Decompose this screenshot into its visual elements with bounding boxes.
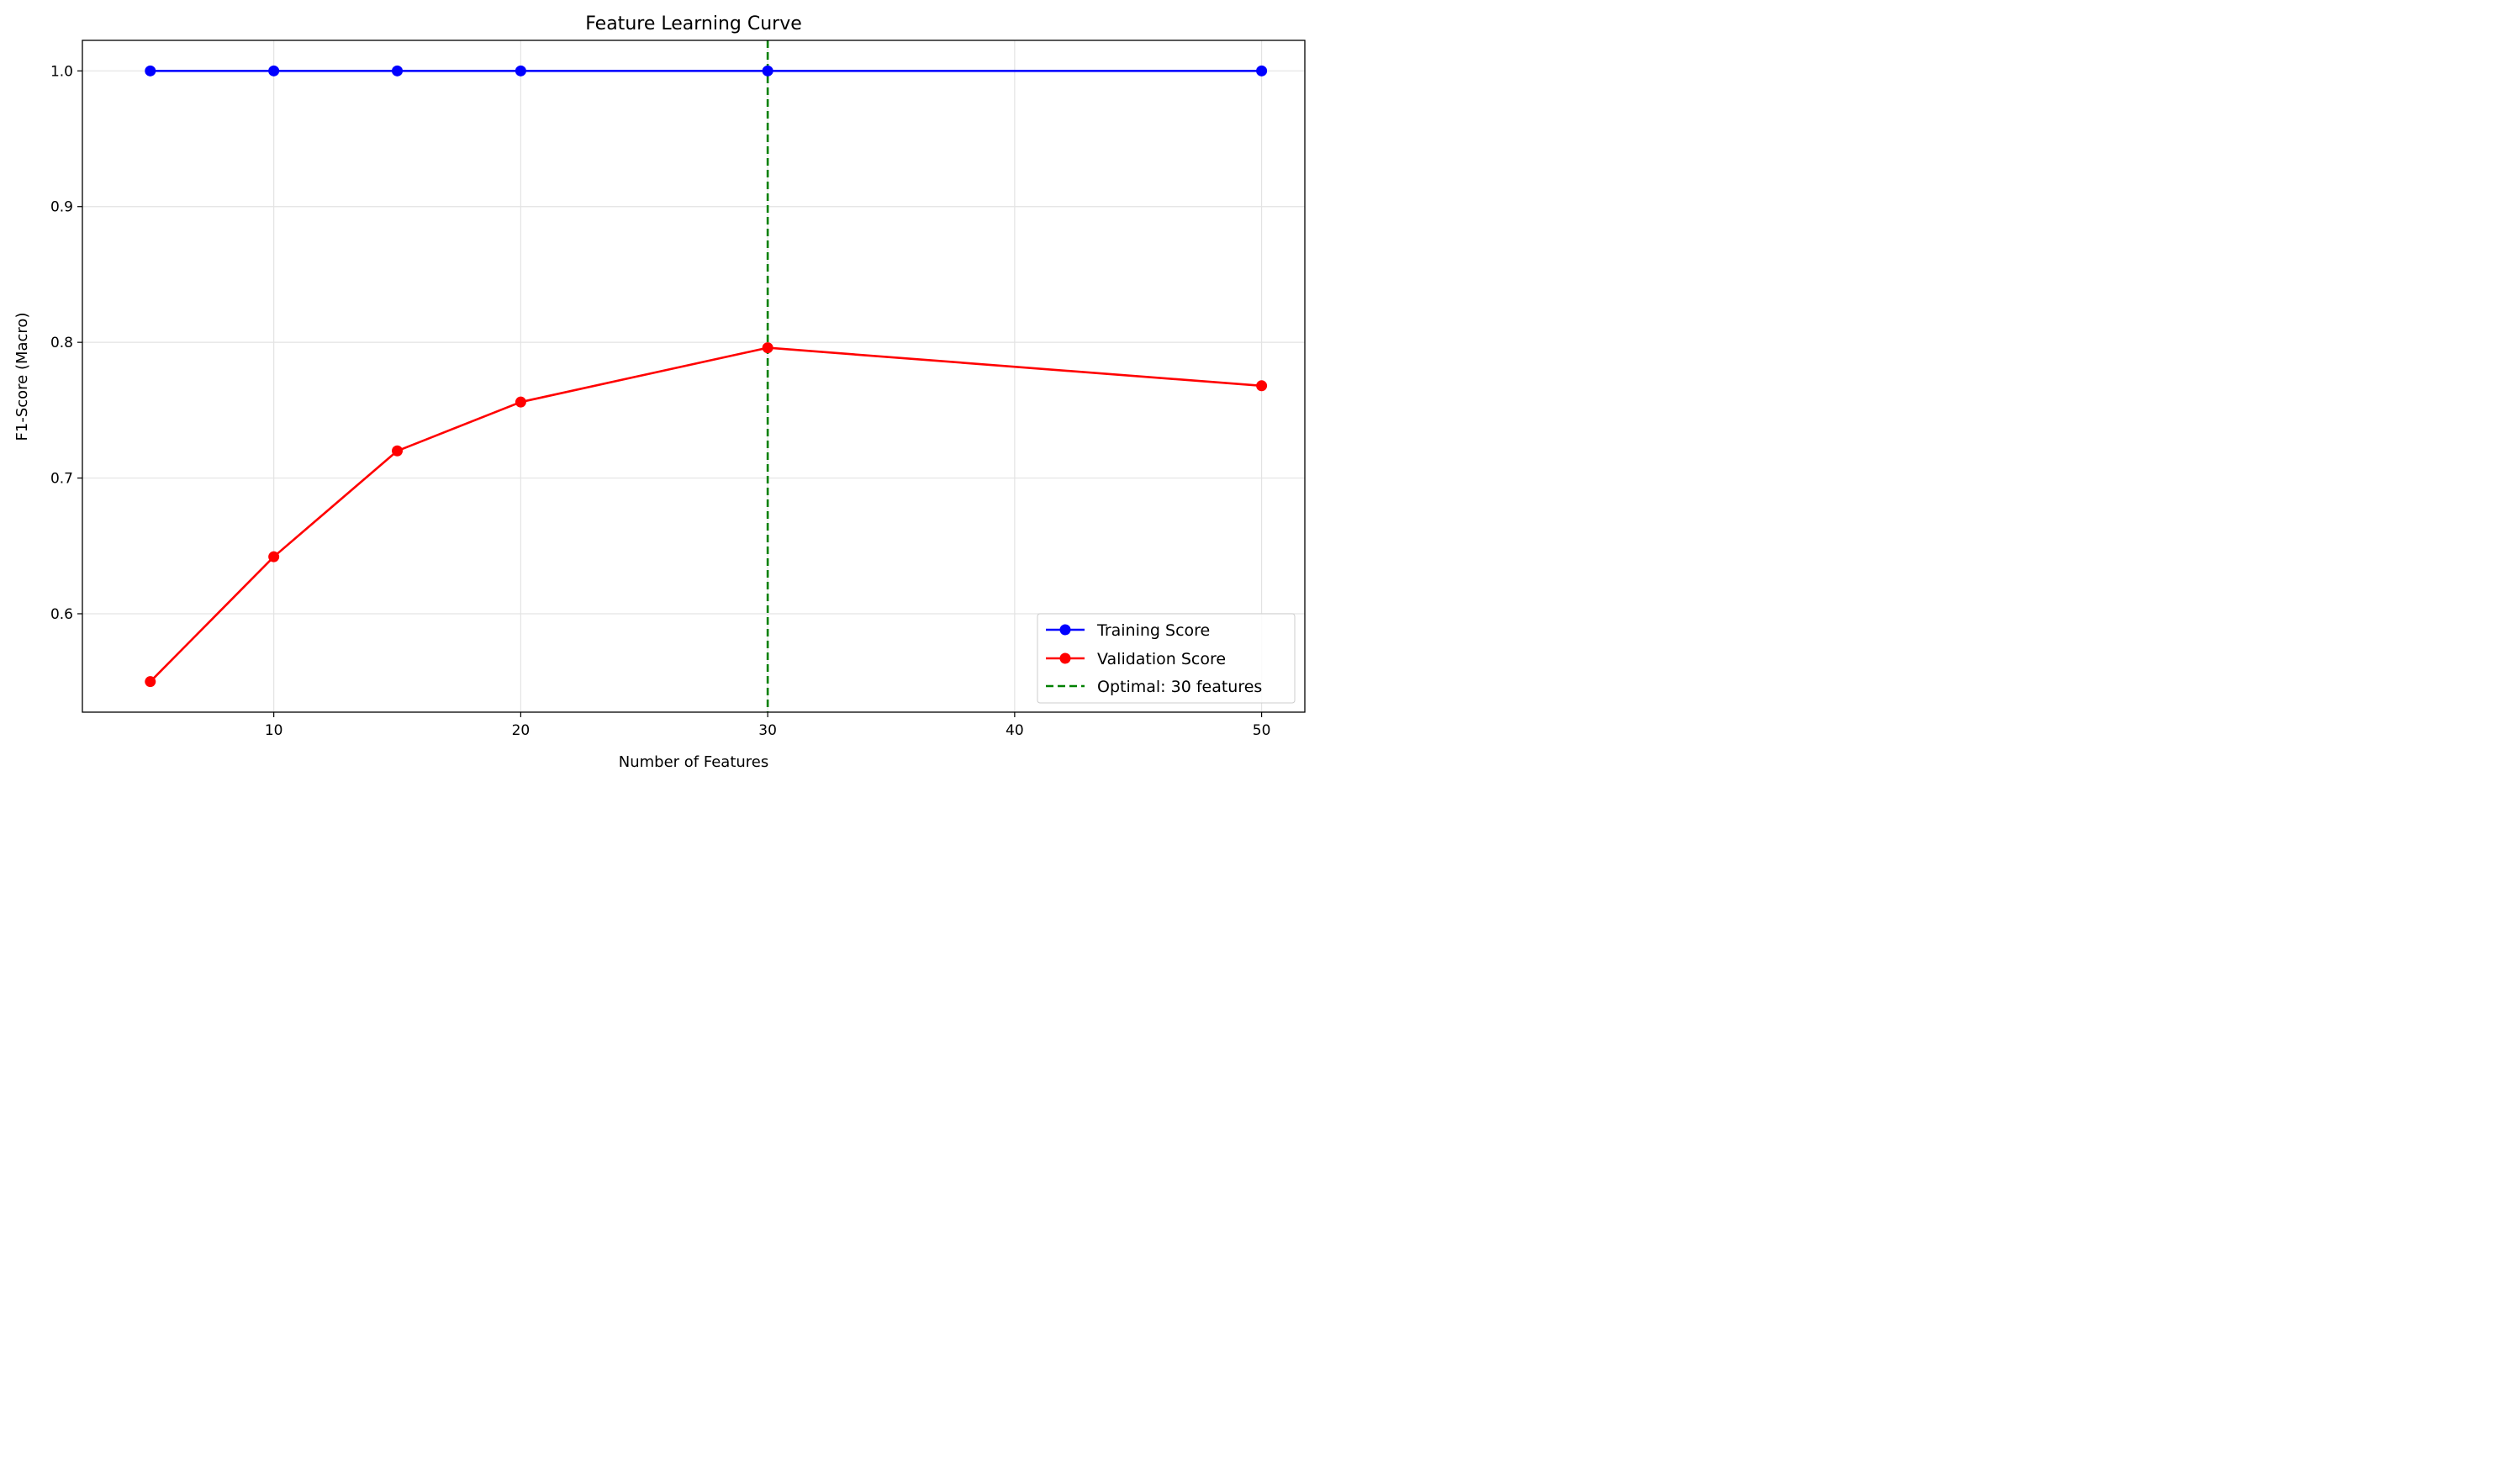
line-chart: 10 20 30 40 50 0.6 0.7 0.8 0.9 1.0 Feature Learn… (0, 0, 1318, 784)
x-tick-label: 10 (265, 722, 283, 739)
training-score-point (762, 65, 773, 77)
validation-score-point (1256, 380, 1268, 392)
x-axis-label: Number of Features (619, 753, 769, 771)
validation-score-line (149, 346, 1262, 683)
legend-items: Training Score Validation Score Optimal: 3… (1046, 621, 1262, 696)
y-tick-label: 0.7 (50, 471, 73, 488)
training-score-point (268, 65, 280, 77)
legend-optimal-label: Optimal: 30 features (1097, 678, 1262, 696)
x-tick-label: 50 (1253, 722, 1271, 739)
validation-score-point (762, 342, 773, 354)
y-tick-label: 1.0 (50, 63, 73, 80)
training-score-point (145, 65, 156, 77)
legend-validation-score-marker (1059, 652, 1071, 664)
training-score-point (392, 65, 404, 77)
y-tick-label: 0.8 (50, 335, 73, 351)
x-tick-label: 20 (512, 722, 531, 739)
legend-training-score-label: Training Score (1096, 621, 1210, 640)
y-axis-ticks: 0.6 0.7 0.8 0.9 1.0 (50, 63, 82, 623)
x-tick-label: 40 (1006, 722, 1024, 739)
validation-score-point (145, 676, 156, 688)
legend: Training Score Validation Score Optimal: 3… (1037, 613, 1296, 704)
validation-score-point (268, 551, 280, 562)
validation-score-point (392, 445, 404, 457)
series-layer (145, 65, 1268, 688)
training-score-point (1256, 65, 1268, 77)
chart-title: Feature Learning Curve (585, 13, 802, 34)
y-tick-label: 0.9 (50, 199, 73, 216)
training-score-point (515, 65, 526, 77)
legend-validation-score-label: Validation Score (1097, 650, 1226, 668)
chart-root: 10 20 30 40 50 0.6 0.7 0.8 0.9 1.0 Feature Learn… (0, 0, 1318, 784)
y-axis-label: F1-Score (Macro) (13, 313, 31, 441)
y-tick-label: 0.6 (50, 606, 73, 623)
plot-frame (82, 40, 1306, 713)
x-axis-ticks: 10 20 30 40 50 (265, 712, 1271, 739)
legend-frame (1037, 613, 1296, 704)
legend-training-score-marker (1059, 624, 1071, 636)
x-tick-label: 30 (758, 722, 777, 739)
validation-score-point (515, 396, 526, 408)
